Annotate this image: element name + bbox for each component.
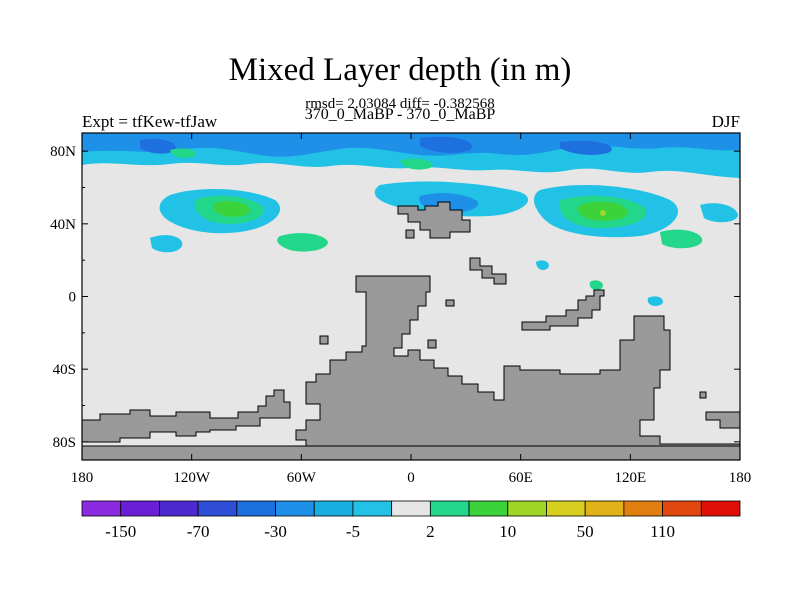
x-tick-label: 60W [287, 470, 317, 486]
y-tick-label: 80N [50, 144, 76, 160]
land-arabia [469, 257, 507, 285]
chart-title: Mixed Layer depth (in m) [228, 52, 572, 88]
x-tick-label: 60E [509, 470, 533, 486]
colorbar-swatch [275, 500, 315, 517]
y-tick-label: 40S [53, 362, 76, 378]
colorbar-label: -150 [105, 522, 136, 541]
x-tick-label: 120W [173, 470, 211, 486]
y-tick-label: 0 [69, 290, 77, 306]
colorbar-swatch [391, 500, 431, 517]
yellow-spot-asia [600, 210, 606, 216]
blue-band-arctic [82, 133, 740, 157]
colorbar-swatch [468, 500, 509, 517]
colorbar-swatch [81, 500, 122, 517]
colorbar-label: 50 [577, 522, 594, 541]
colorbar-swatch [120, 500, 160, 517]
colorbar-swatch [159, 500, 199, 517]
colorbar-label: -5 [346, 522, 360, 541]
colorbar-swatch [662, 500, 702, 517]
comparison-subtitle: 370_0_MaBP - 370_0_MaBP [304, 106, 496, 123]
cyan-spot-tropic [536, 260, 663, 306]
green-patch-west [277, 233, 328, 252]
axis-ticks: 180 120W 60W 0 60E 120E 180 80N 40N 0 40S 80S [50, 133, 751, 486]
land-islands [319, 229, 707, 399]
x-tick-label: 180 [729, 470, 752, 486]
colorbar-swatch [623, 500, 663, 517]
colorbar-label: 10 [499, 522, 516, 541]
colorbar-label: -30 [264, 522, 287, 541]
y-tick-label: 80S [53, 435, 76, 451]
colorbar-swatch [700, 500, 741, 517]
colorbar-swatch [197, 500, 238, 517]
colorbar-swatch [313, 500, 354, 517]
cyan-patch-pacific-east [700, 203, 738, 223]
cyan-patch-west [150, 235, 183, 253]
y-tick-label: 40N [50, 217, 76, 233]
colorbar-swatch [352, 500, 393, 517]
x-tick-label: 180 [71, 470, 94, 486]
x-tick-label: 0 [407, 470, 415, 486]
season-label: DJF [711, 112, 740, 131]
land-europe [397, 201, 471, 239]
colorbar-label: -70 [187, 522, 210, 541]
colorbar-label: 2 [426, 522, 435, 541]
colorbar-swatch [584, 500, 625, 517]
x-tick-label: 120E [614, 470, 646, 486]
colorbar: -150 -70 -30 -5 2 10 50 110 [81, 500, 741, 541]
land-indonesia [521, 289, 605, 331]
green-patch-east [660, 229, 703, 249]
rmsd-subtitle: rmsd= 2.03084 diff= -0.382568 [305, 96, 495, 112]
colorbar-swatch [507, 500, 547, 517]
experiment-label: Expt = tfKew-tfJaw [82, 112, 218, 131]
land-masses [81, 201, 741, 461]
colorbar-label: 110 [650, 522, 675, 541]
colorbar-swatch [236, 500, 276, 517]
land-africa-america [295, 275, 741, 453]
bright-green-pacific [213, 200, 250, 217]
map-plot-area: 180 120W 60W 0 60E 120E 180 80N 40N 0 40S 80S [50, 132, 751, 486]
colorbar-swatch [546, 500, 586, 517]
colorbar-swatch [429, 500, 470, 517]
green-spot-tropic [589, 280, 603, 290]
land-west-strip [81, 389, 291, 443]
